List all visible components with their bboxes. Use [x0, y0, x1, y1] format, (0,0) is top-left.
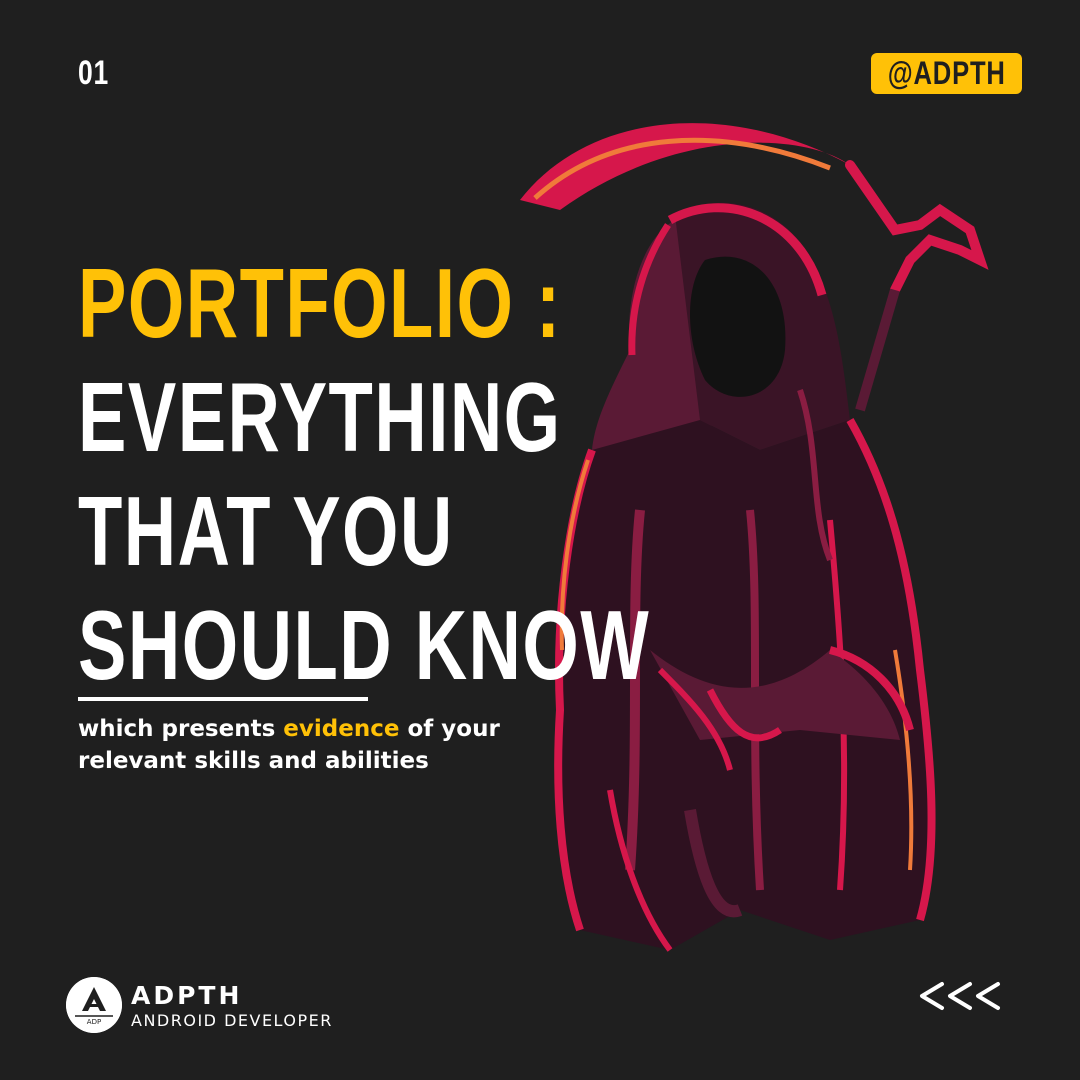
- headline-line-1: PORTFOLIO :: [78, 248, 562, 358]
- subtitle-part-2: of your: [399, 716, 500, 742]
- page-number: 01: [78, 54, 110, 92]
- headline: PORTFOLIO : EVERYTHING THAT YOU SHOULD K…: [78, 246, 650, 702]
- headline-line-4: SHOULD KNOW: [78, 590, 651, 700]
- subtitle-line-1: which presents evidence of your: [78, 713, 500, 745]
- subtitle-part-1: which presents: [78, 716, 284, 742]
- subtitle: which presents evidence of your relevant…: [78, 713, 500, 777]
- brand-name: ADPTH: [131, 981, 243, 1010]
- handle-badge[interactable]: @ADPTH: [871, 53, 1022, 94]
- grim-reaper-illustration: [520, 123, 989, 952]
- subtitle-highlight: evidence: [283, 716, 400, 742]
- divider: [78, 697, 368, 701]
- brand-logo-text: ADP: [87, 1018, 101, 1026]
- brand-logo-icon[interactable]: ADP: [66, 977, 122, 1033]
- handle-label: @ADPTH: [887, 55, 1006, 91]
- headline-line-2: EVERYTHING: [78, 362, 562, 472]
- headline-line-3: THAT YOU: [78, 476, 454, 586]
- subtitle-line-2: relevant skills and abilities: [78, 748, 429, 774]
- triple-chevron-left-icon[interactable]: [912, 978, 1012, 1014]
- brand-role: ANDROID DEVELOPER: [131, 1011, 333, 1030]
